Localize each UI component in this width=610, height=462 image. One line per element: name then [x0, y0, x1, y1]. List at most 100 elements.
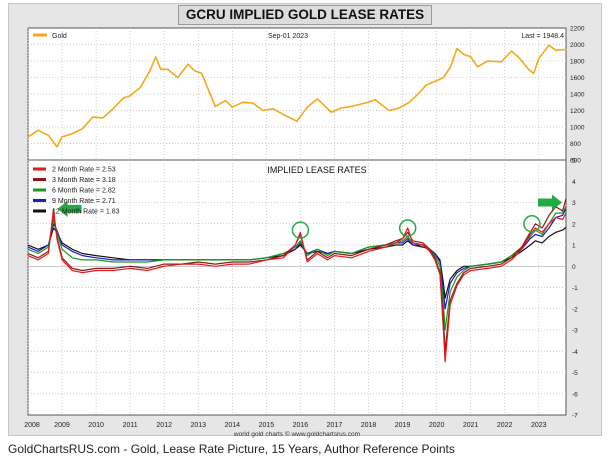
x-tick-label: 2009: [54, 422, 70, 429]
gold-data-point: [548, 44, 550, 46]
gold-data-point: [517, 56, 519, 58]
left-arrow-icon: [57, 200, 82, 217]
legend-label-rate-2m: 2 Month Rate = 2.53: [52, 167, 116, 174]
gold-data-point: [122, 97, 124, 99]
gold-y-tick-label: 600: [570, 158, 581, 165]
lease-y-tick-label: -5: [572, 370, 578, 377]
gold-data-point: [555, 49, 557, 51]
gold-data-point: [533, 72, 535, 74]
gold-data-point: [37, 129, 39, 131]
caption: GoldChartsRUS.com - Gold, Lease Rate Pic…: [8, 442, 455, 456]
gold-data-point: [340, 107, 342, 109]
reference-circle: [398, 219, 417, 237]
gold-data-point: [47, 134, 50, 136]
gold-data-point: [252, 102, 254, 104]
gold-data-point: [476, 66, 479, 68]
gold-data-point: [194, 70, 196, 72]
reference-circle: [291, 221, 310, 239]
gold-y-tick-label: 1600: [570, 75, 585, 82]
lease-y-tick-label: -7: [572, 413, 578, 420]
gold-data-point: [112, 108, 114, 110]
gold-y-tick-label: 1000: [570, 125, 585, 132]
lease-grid: [27, 160, 566, 415]
gold-data-point: [306, 106, 308, 108]
chart-labels-group: 2008 2009 2010 2011 2012 2013 2014 2015 2016 2017…: [24, 26, 585, 430]
x-tick-label: 2020: [429, 422, 445, 429]
gold-data-point: [262, 109, 264, 112]
legend-label-rate-3m: 3 Month Rate = 3.18: [52, 177, 116, 184]
rate-2m-line: [27, 208, 567, 363]
reference-circle: [523, 215, 541, 233]
gold-data-point: [419, 91, 421, 93]
gold-data-point: [316, 98, 318, 100]
lease-y-tick-label: -1: [572, 285, 578, 292]
gold-data-point: [565, 48, 567, 51]
gold-data-point: [449, 67, 451, 69]
gold-y-tick-label: 1200: [570, 108, 585, 115]
x-tick-label: 2008: [24, 422, 40, 429]
legend-label-rate-12m: 12 Month Rate = 1.83: [52, 209, 120, 216]
gold-data-point: [388, 109, 390, 112]
gold-data-point: [207, 89, 210, 91]
lease-y-tick-label: -6: [572, 391, 578, 398]
gold-data-point: [487, 60, 489, 62]
x-tick-label: 2016: [293, 422, 309, 429]
legend-label-gold: Gold: [52, 33, 67, 40]
gold-y-tick-label: 1400: [570, 92, 585, 99]
lease-y-tick-label: 4: [572, 179, 576, 186]
gold-data-point: [425, 84, 427, 86]
gold-data-point: [160, 68, 162, 70]
gold-data-point: [214, 105, 216, 107]
gold-data-point: [442, 76, 444, 79]
lease-panel-title: IMPLIED LEASE RATES: [267, 165, 366, 175]
gold-panel: [27, 27, 567, 161]
gold-data-point: [224, 100, 227, 102]
annotations-group: [57, 194, 562, 239]
x-tick-label: 2011: [123, 422, 138, 429]
legend-label-rate-6m: 6 Month Rate = 2.82: [52, 188, 116, 195]
gold-data-point: [241, 101, 244, 103]
gold-data-point: [408, 101, 410, 103]
x-tick-label: 2015: [259, 422, 275, 429]
gold-data-point: [463, 53, 465, 56]
lease-series-group: [27, 198, 567, 363]
gold-data-point: [56, 146, 58, 148]
gold-data-point: [272, 108, 274, 110]
gold-data-point: [282, 114, 284, 116]
lease-y-tick-label: 0: [572, 264, 576, 271]
gold-y-tick-label: 800: [570, 141, 581, 148]
gold-data-point: [27, 136, 29, 138]
lease-y-tick-label: 2: [572, 221, 576, 228]
gold-data-point: [364, 102, 366, 104]
gold-data-point: [81, 128, 84, 130]
x-tick-label: 2014: [225, 422, 241, 429]
x-axis-credit: world gold charts © www.goldchartsrus.co…: [233, 430, 360, 438]
x-tick-label: 2023: [531, 422, 547, 429]
gold-data-point: [500, 61, 502, 63]
gold-data-point: [330, 111, 332, 113]
lease-y-tick-label: 5: [572, 158, 576, 165]
gold-data-point: [139, 86, 141, 88]
gold-data-point: [155, 56, 157, 58]
gold-data-point: [167, 68, 169, 70]
gold-y-tick-label: 2200: [570, 26, 585, 33]
gold-data-point: [102, 117, 104, 119]
lease-legend: 2 Month Rate = 2.53 3 Month Rate = 3.18 6 …: [33, 167, 120, 216]
gold-data-point: [71, 133, 73, 135]
gold-data-point: [527, 68, 530, 70]
lease-y-tick-label: 1: [572, 243, 576, 250]
gold-data-point: [398, 107, 400, 109]
gold-grid: [27, 28, 566, 160]
gold-data-point: [231, 106, 233, 108]
gold-date-label: Sep-01 2023: [268, 33, 308, 40]
lease-y-tick-label: -3: [572, 328, 578, 335]
gold-data-point: [61, 136, 63, 138]
gold-data-point: [296, 120, 298, 122]
lease-y-tick-label: 3: [572, 200, 576, 207]
gold-data-point: [201, 72, 203, 74]
x-tick-label: 2018: [361, 422, 377, 429]
gold-data-point: [510, 50, 513, 52]
gold-price-line: [27, 44, 567, 148]
x-tick-label: 2010: [88, 422, 104, 429]
